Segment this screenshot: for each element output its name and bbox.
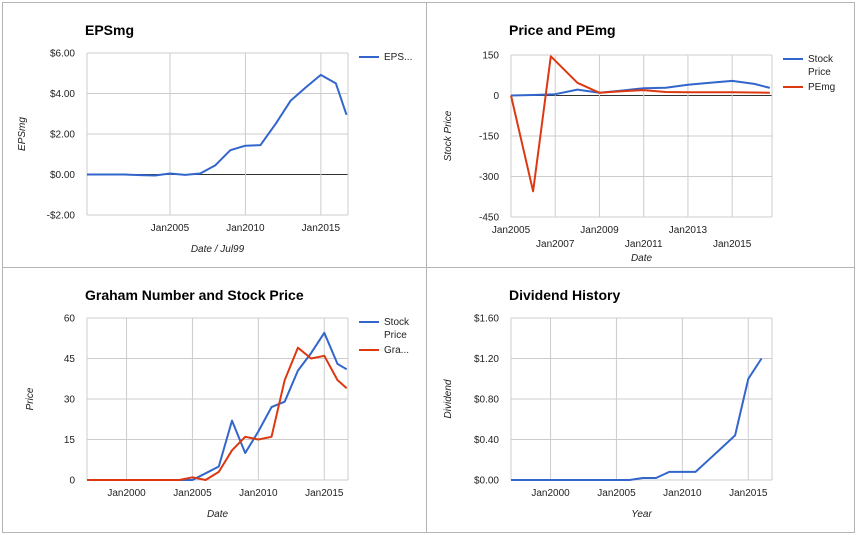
x-tick-label: Jan2010 <box>663 488 702 499</box>
y-tick-label: $0.40 <box>474 435 499 446</box>
chart-svg-1: Price and PEmg -450 -300 -150 0 150 Jan2005 Jan… <box>443 22 835 264</box>
x-tick-label: Jan2015 <box>713 239 752 250</box>
y-tick-label: $0.00 <box>50 170 75 181</box>
y-tick-label: $2.00 <box>50 130 75 141</box>
y-axis-label: Dividend <box>443 379 454 418</box>
x-axis-label: Date / Jul99 <box>191 244 245 255</box>
y-axis-label: Price <box>25 387 36 410</box>
x-tick-label: Jan2015 <box>305 488 344 499</box>
x-tick-label: Jan2000 <box>531 488 570 499</box>
legend-label: EPS... <box>384 52 412 63</box>
y-tick-label: 0 <box>69 476 75 487</box>
x-tick-label: Jan2009 <box>580 225 619 236</box>
series-line-0 <box>511 357 763 481</box>
chart-svg-3: Dividend History $0.00 $0.40 $0.80 $1.20 $1.6… <box>443 287 773 520</box>
x-tick-label: Jan2000 <box>107 488 146 499</box>
x-tick-label: Jan2005 <box>151 223 190 234</box>
y-tick-label: $6.00 <box>50 49 75 60</box>
y-tick-label: $1.60 <box>474 314 499 325</box>
legend-label: Gra... <box>384 345 409 356</box>
x-tick-label: Jan2007 <box>536 239 575 250</box>
legend-label-line: Price <box>808 67 831 78</box>
y-tick-label: 150 <box>482 51 499 62</box>
y-tick-label: 0 <box>493 91 499 102</box>
x-tick-label: Jan2013 <box>669 225 708 236</box>
legend-label-line: Stock <box>808 54 834 65</box>
chart-svg-0: EPSmg -$2.00 $0.00 $2.00 $4.00 $6.00 Jan2005 Ja… <box>17 22 412 255</box>
y-tick-label: $1.20 <box>474 354 499 365</box>
y-axis-label: EPSmg <box>17 117 28 151</box>
series-line-1 <box>510 55 770 193</box>
y-tick-label: -150 <box>479 132 499 143</box>
y-tick-label: $0.80 <box>474 395 499 406</box>
x-tick-label: Jan2005 <box>173 488 212 499</box>
y-axis-label: Stock Price <box>443 110 454 161</box>
chart-title: Dividend History <box>509 287 620 303</box>
chart-title: Price and PEmg <box>509 22 616 38</box>
legend-label: Stock Price <box>384 317 410 341</box>
series-line-0 <box>510 79 771 97</box>
legend-label-line: Stock <box>384 317 410 328</box>
x-tick-label: Jan2015 <box>302 223 341 234</box>
x-tick-label: Jan2010 <box>226 223 265 234</box>
legend-label-line: Price <box>384 330 407 341</box>
y-tick-label: 45 <box>64 354 76 365</box>
eps-chart-panel: EPSmg -$2.00 $0.00 $2.00 $4.00 $6.00 Jan2005 Ja… <box>2 2 427 268</box>
x-axis-label: Year <box>631 509 652 520</box>
x-tick-label: Jan2005 <box>597 488 636 499</box>
graham-chart-panel: Graham Number and Stock Price 0 15 30 45 60 Ja… <box>2 267 427 533</box>
x-axis-label: Date <box>207 509 229 520</box>
y-tick-label: -$2.00 <box>47 211 76 222</box>
x-tick-label: Jan2015 <box>729 488 768 499</box>
x-tick-label: Jan2005 <box>492 225 531 236</box>
price-pe-chart-panel: Price and PEmg -450 -300 -150 0 150 Jan2005 Jan… <box>426 2 855 268</box>
legend-label: PEmg <box>808 82 835 93</box>
chart-svg-2: Graham Number and Stock Price 0 15 30 45 60 Ja… <box>25 287 410 520</box>
y-tick-label: -300 <box>479 172 499 183</box>
y-tick-label: 60 <box>64 314 76 325</box>
dividend-chart-panel: Dividend History $0.00 $0.40 $0.80 $1.20 $1.6… <box>426 267 855 533</box>
y-tick-label: 30 <box>64 395 76 406</box>
chart-title: Graham Number and Stock Price <box>85 287 304 303</box>
x-tick-label: Jan2010 <box>239 488 278 499</box>
chart-title: EPSmg <box>85 22 134 38</box>
y-tick-label: -450 <box>479 213 499 224</box>
series-line-0 <box>87 73 348 177</box>
x-axis-label: Date <box>631 253 653 264</box>
y-tick-label: $0.00 <box>474 476 499 487</box>
y-tick-label: 15 <box>64 435 76 446</box>
legend-label: Stock Price <box>808 54 834 78</box>
x-tick-label: Jan2011 <box>625 239 663 250</box>
y-tick-label: $4.00 <box>50 89 75 100</box>
series-line-1 <box>87 346 348 481</box>
